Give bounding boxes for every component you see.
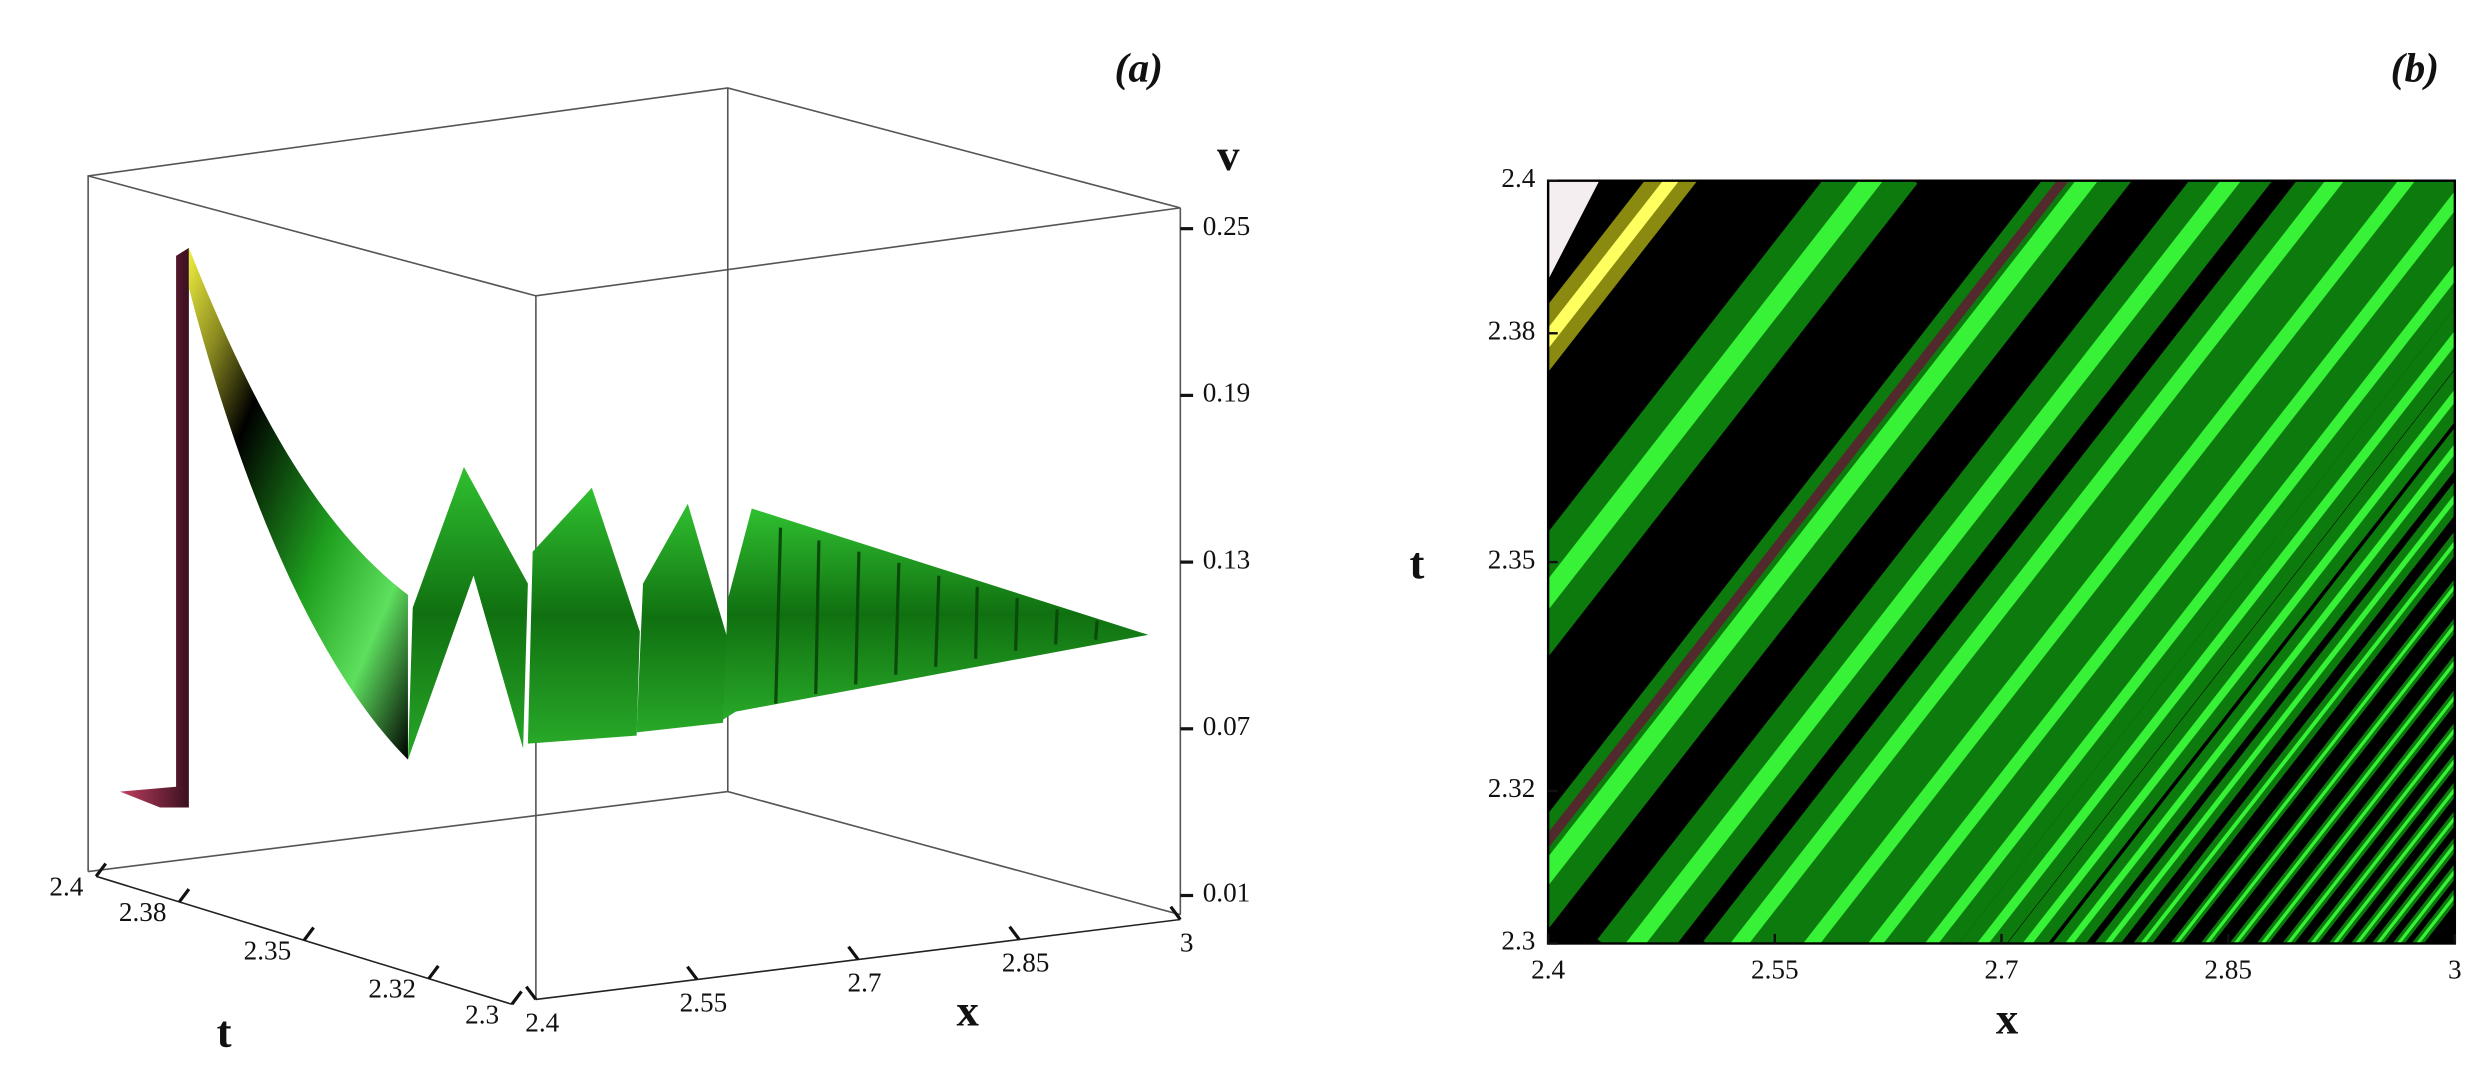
y-tick-label: 2.32 bbox=[368, 974, 416, 1004]
z-axis-label: v bbox=[1217, 130, 1240, 180]
stripe bbox=[1548, 180, 1884, 611]
x-tick-label: 2.55 bbox=[1751, 954, 1799, 984]
stripe bbox=[1548, 180, 2069, 849]
y-axis-label: t bbox=[1410, 538, 1425, 588]
z-tick-label: 0.07 bbox=[1203, 711, 1251, 741]
y-tick bbox=[427, 964, 440, 980]
y-tick-label: 2.38 bbox=[1488, 315, 1536, 345]
density-stripes bbox=[1548, 180, 2455, 944]
x-tick bbox=[686, 965, 699, 981]
x-axis-label: x bbox=[956, 986, 979, 1036]
x-tick-label: 2.85 bbox=[1002, 947, 1050, 977]
stripe bbox=[2260, 694, 2455, 944]
stripe bbox=[1867, 191, 2455, 944]
stripe bbox=[1625, 180, 2242, 944]
y-tick-label: 2.35 bbox=[244, 935, 292, 965]
density-plot bbox=[1548, 180, 2455, 944]
x-tick-label: 2.4 bbox=[1531, 954, 1565, 984]
z-tick-label: 0.01 bbox=[1203, 878, 1251, 908]
y-tick bbox=[510, 990, 523, 1006]
y-tick-label: 2.4 bbox=[49, 871, 83, 901]
stripe bbox=[2174, 583, 2455, 944]
x-tick-label: 2.7 bbox=[848, 967, 882, 997]
x-tick bbox=[1169, 905, 1182, 921]
stripe bbox=[2354, 815, 2455, 944]
stripe bbox=[1803, 180, 2416, 944]
surface bbox=[120, 247, 1149, 808]
x-tick bbox=[1008, 925, 1021, 941]
stripe bbox=[2064, 443, 2455, 944]
corner bbox=[1548, 180, 1600, 280]
z-tick-label: 0.19 bbox=[1203, 378, 1251, 408]
stripe bbox=[2204, 622, 2455, 944]
x-tick-label: 2.4 bbox=[525, 1007, 559, 1037]
stripe bbox=[1548, 180, 2099, 886]
stripe bbox=[2233, 659, 2455, 944]
x-tick-label: 2.85 bbox=[2204, 954, 2252, 984]
panel-label: (a) bbox=[1115, 45, 1163, 92]
stripe bbox=[2104, 493, 2455, 944]
y-tick-label: 2.3 bbox=[1501, 926, 1535, 956]
stripe bbox=[1924, 263, 2455, 944]
y-axis-label: t bbox=[217, 1007, 232, 1057]
stripe bbox=[1730, 180, 2345, 944]
x-tick-label: 2.55 bbox=[680, 987, 728, 1017]
box bbox=[87, 87, 1182, 1006]
y-tick-label: 2.4 bbox=[1501, 163, 1535, 193]
stripe bbox=[1548, 180, 1680, 349]
y-tick bbox=[302, 926, 315, 942]
y-tick bbox=[94, 862, 108, 878]
stripe bbox=[2332, 786, 2455, 944]
y-tick-label: 2.3 bbox=[465, 999, 499, 1029]
x-axis-label: x bbox=[1996, 994, 2019, 1044]
x-tick bbox=[847, 945, 860, 961]
stripe bbox=[2286, 727, 2455, 944]
y-tick bbox=[178, 888, 191, 903]
stripe bbox=[2310, 758, 2455, 944]
x-tick bbox=[525, 985, 538, 1001]
y-tick-label: 2.32 bbox=[1488, 773, 1536, 803]
stripe bbox=[2140, 540, 2455, 944]
x-tick-label: 3 bbox=[1180, 927, 1194, 957]
stripe bbox=[2022, 389, 2455, 944]
z-tick-label: 0.13 bbox=[1203, 544, 1251, 574]
panel-label: (b) bbox=[2391, 45, 2439, 92]
stripe bbox=[1976, 330, 2455, 944]
y-tick-label: 2.35 bbox=[1488, 544, 1536, 574]
x-tick-label: 3 bbox=[2448, 954, 2462, 984]
y-tick-label: 2.38 bbox=[119, 897, 167, 927]
x-tick-label: 2.7 bbox=[1984, 954, 2018, 984]
z-tick-label: 0.25 bbox=[1203, 211, 1251, 241]
